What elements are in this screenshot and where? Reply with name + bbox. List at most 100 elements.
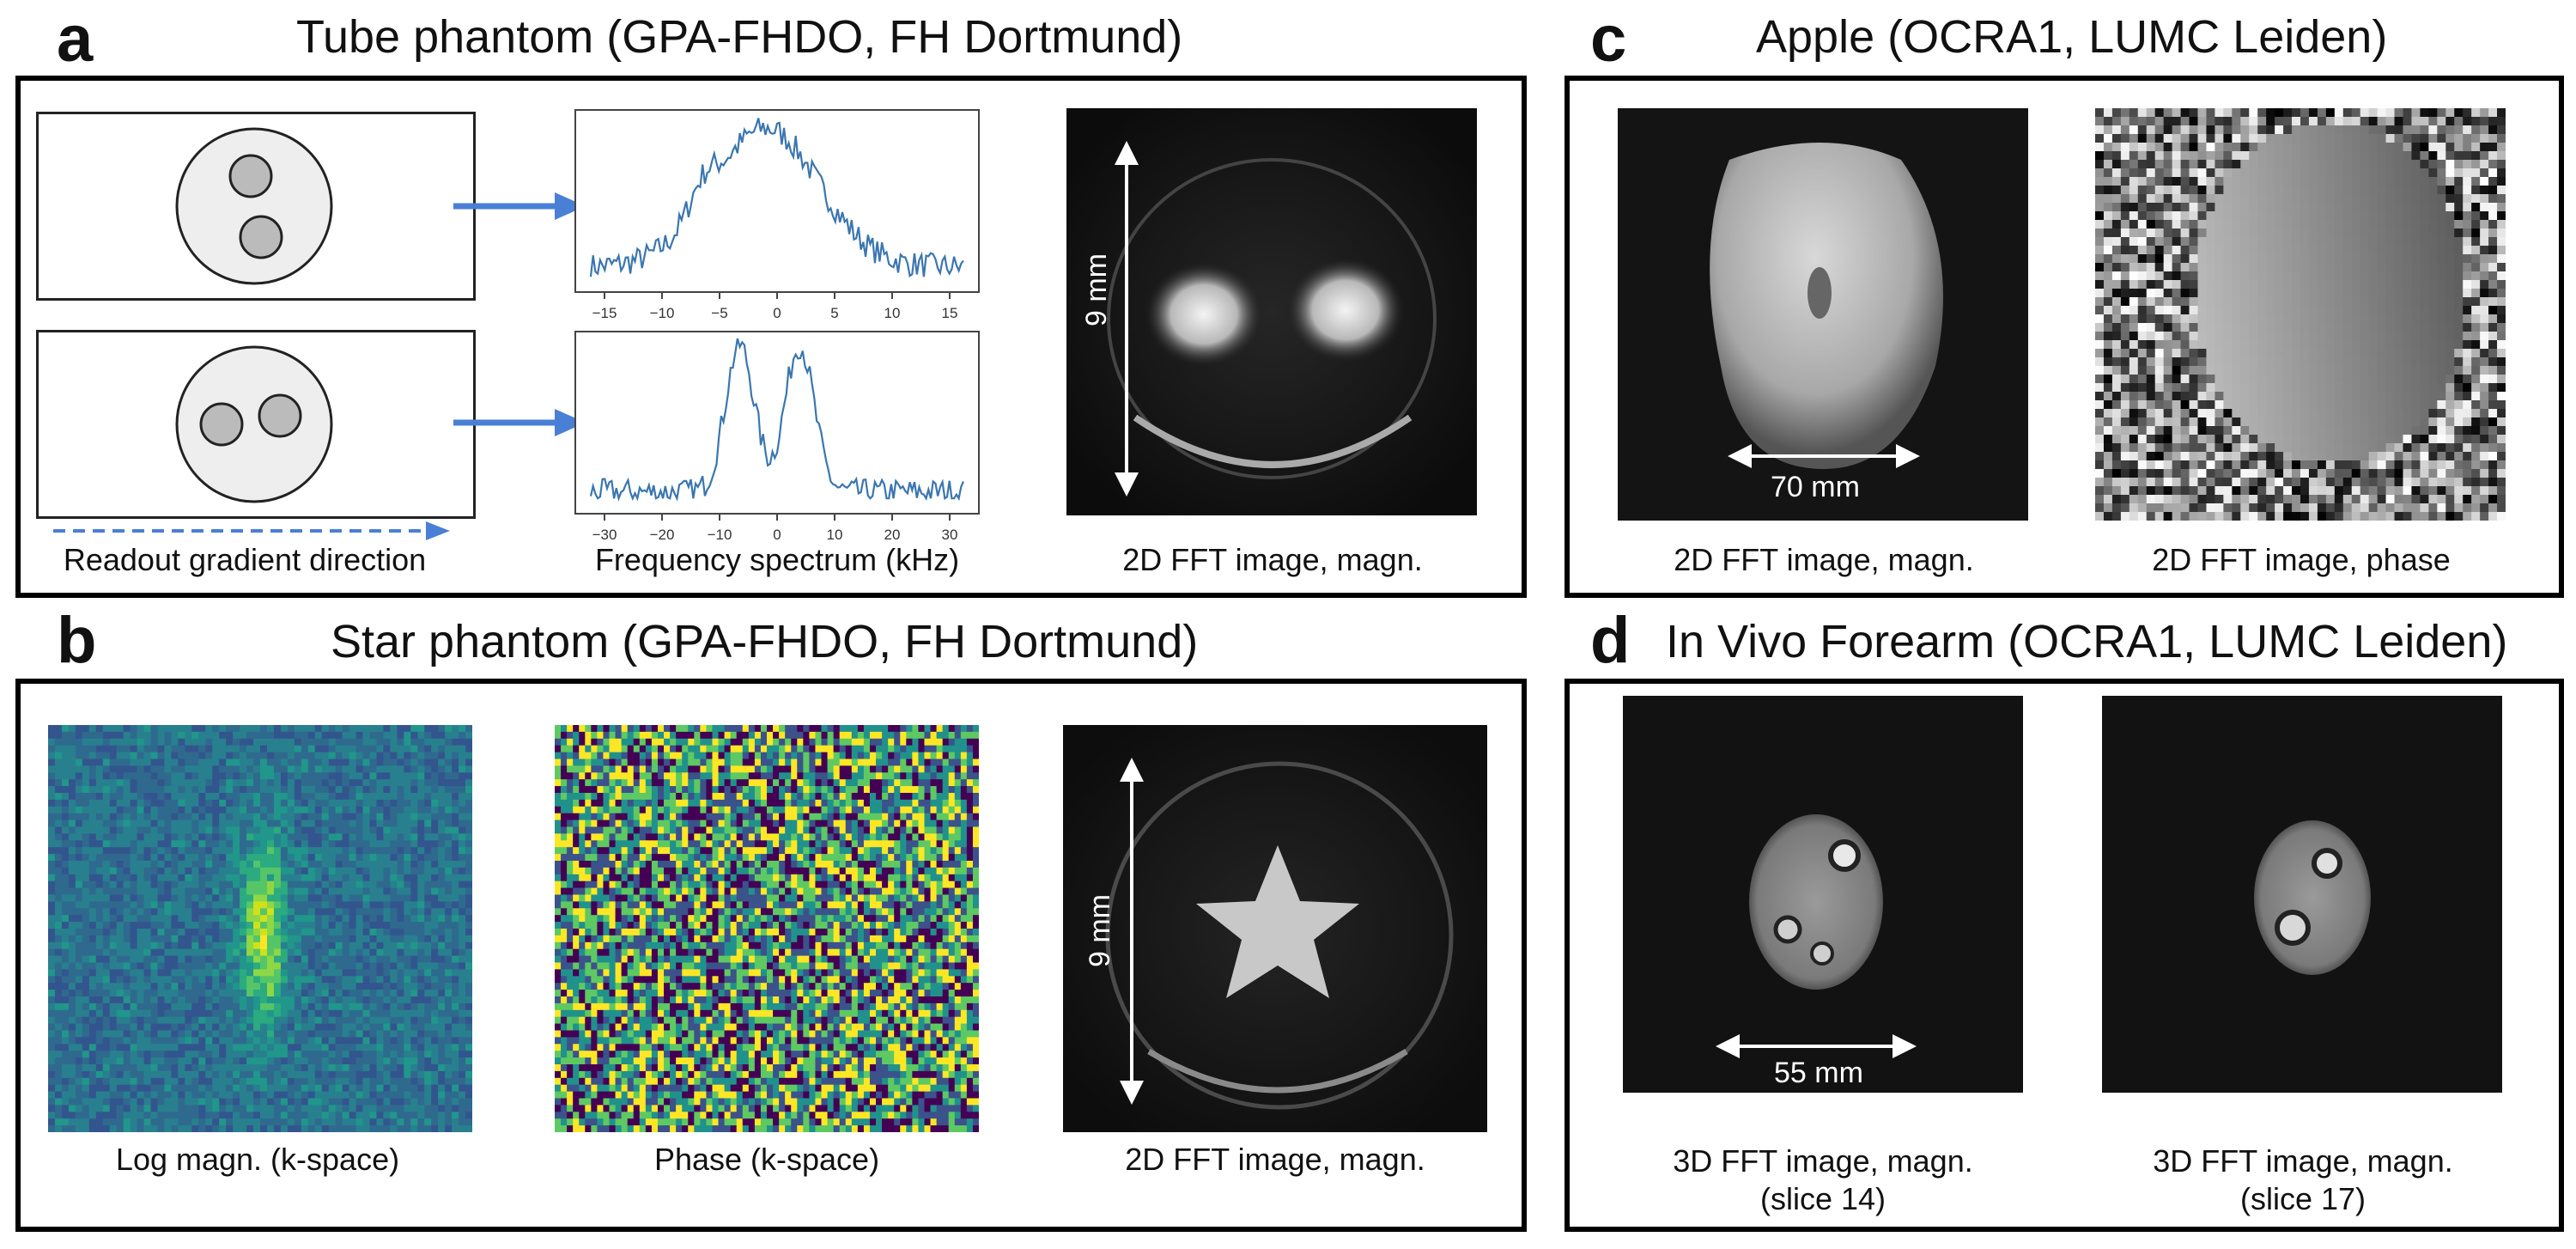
kspace-pixel <box>362 813 370 821</box>
kspace-pixel <box>246 1064 254 1072</box>
phase-pixel <box>664 819 671 827</box>
kspace-pixel <box>130 752 138 759</box>
phase-pixel <box>664 772 671 780</box>
phase-pixel <box>670 786 677 794</box>
kspace-pixel <box>246 1105 254 1112</box>
phase-pixel <box>954 786 962 794</box>
kspace-pixel <box>266 861 275 868</box>
kspace-pixel <box>355 793 364 801</box>
phase-pixel <box>863 813 871 821</box>
kspace-pixel <box>61 996 70 1004</box>
kspace-pixel <box>226 874 234 882</box>
kspace-pixel <box>102 731 111 740</box>
kspace-pixel <box>143 752 152 759</box>
phase-pixel <box>561 725 568 733</box>
kspace-pixel <box>465 731 472 740</box>
kspace-pixel <box>445 847 453 855</box>
kspace-pixel <box>116 833 125 841</box>
kspace-pixel <box>280 745 289 753</box>
phase-pixel <box>900 745 907 753</box>
kspace-pixel <box>178 1084 185 1093</box>
kspace-pixel <box>68 1016 76 1025</box>
phase-pixel <box>706 826 713 834</box>
kspace-pixel <box>54 1002 63 1011</box>
kspace-pixel <box>342 935 350 943</box>
kspace-pixel <box>137 929 145 936</box>
kspace-pixel <box>102 976 111 984</box>
kspace-pixel <box>301 861 309 868</box>
phase-pixel <box>869 799 877 807</box>
kspace-pixel <box>61 725 70 733</box>
kspace-pixel <box>246 1051 254 1058</box>
kspace-pixel <box>342 799 350 807</box>
kspace-pixel <box>314 1023 323 1031</box>
kspace-pixel <box>240 1002 247 1011</box>
kspace-pixel <box>150 941 158 950</box>
kspace-pixel <box>102 840 111 848</box>
kspace-pixel <box>219 962 227 970</box>
phase-pixel <box>779 779 786 787</box>
kspace-pixel <box>95 847 104 855</box>
kspace-pixel <box>164 880 172 889</box>
kspace-pixel <box>328 1051 337 1058</box>
kspace-pixel <box>157 806 165 814</box>
phase-pixel <box>851 826 859 834</box>
kspace-pixel <box>143 908 152 916</box>
kspace-pixel <box>260 1070 268 1079</box>
kspace-pixel <box>273 922 282 929</box>
kspace-pixel <box>328 799 337 807</box>
kspace-pixel <box>287 799 295 807</box>
kspace-pixel <box>171 1070 179 1079</box>
phase-pixel <box>791 759 798 766</box>
phase-pixel <box>573 725 580 733</box>
kspace-pixel <box>219 765 227 773</box>
kspace-pixel <box>397 983 404 990</box>
kspace-pixel <box>88 1051 97 1058</box>
kspace-pixel <box>424 1016 432 1025</box>
phase-pixel <box>773 779 780 787</box>
phase-pixel <box>651 806 659 814</box>
kspace-pixel <box>314 1084 323 1093</box>
kspace-pixel <box>445 969 453 977</box>
kspace-pixel <box>301 962 309 970</box>
kspace-pixel <box>61 745 70 753</box>
kspace-pixel <box>116 1037 125 1045</box>
kspace-pixel <box>205 996 213 1004</box>
kspace-pixel <box>212 786 220 794</box>
kspace-pixel <box>130 1077 138 1086</box>
phase-pixel <box>567 793 574 801</box>
kspace-pixel <box>137 1091 145 1099</box>
kspace-pixel <box>198 1051 206 1058</box>
kspace-pixel <box>321 725 330 733</box>
kspace-pixel <box>164 759 172 766</box>
phase-pixel <box>760 738 768 746</box>
kspace-pixel <box>130 894 138 902</box>
kspace-pixel <box>369 983 377 990</box>
kspace-pixel <box>219 752 227 759</box>
kspace-pixel <box>280 1091 289 1099</box>
kspace-pixel <box>335 1030 343 1038</box>
kspace-pixel <box>164 806 172 814</box>
kspace-pixel <box>123 922 131 929</box>
kspace-pixel <box>349 1030 357 1038</box>
phase-pixel <box>700 752 707 759</box>
kspace-pixel <box>88 867 97 875</box>
kspace-pixel <box>424 1084 432 1093</box>
kspace-pixel <box>314 1044 323 1051</box>
phase-pixel <box>664 813 671 821</box>
kspace-pixel <box>369 806 377 814</box>
phase-pixel <box>555 779 562 787</box>
kspace-pixel <box>355 1118 364 1126</box>
kspace-pixel <box>240 745 247 753</box>
phase-pixel <box>857 765 865 773</box>
kspace-pixel <box>260 786 268 794</box>
kspace-pixel <box>233 813 240 821</box>
phase-pixel <box>833 799 841 807</box>
kspace-pixel <box>178 901 185 909</box>
kspace-pixel <box>452 908 459 916</box>
kspace-pixel <box>376 1084 384 1093</box>
phase-pixel <box>894 779 901 787</box>
kspace-pixel <box>171 1077 179 1086</box>
kspace-pixel <box>219 1118 227 1126</box>
kspace-pixel <box>246 738 254 746</box>
